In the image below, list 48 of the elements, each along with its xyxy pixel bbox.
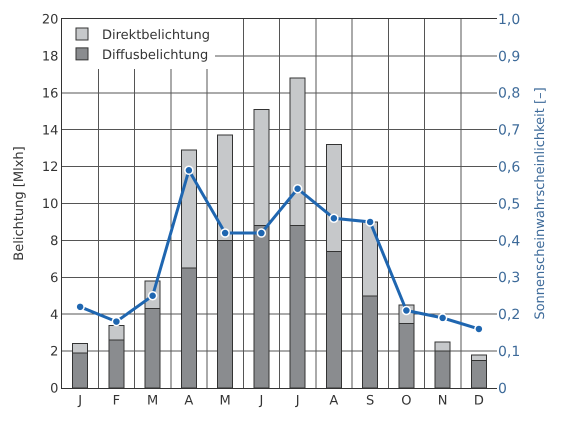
y-tick-label: 6 bbox=[50, 270, 58, 286]
x-tick-label: N bbox=[438, 394, 448, 409]
y2-axis-title: Sonnenscheinwahrscheinlichkeit [–] bbox=[532, 87, 548, 320]
legend-label: Direktbelichtung bbox=[102, 28, 210, 44]
y2-tick-label: 0,7 bbox=[498, 122, 520, 139]
x-tick-label: O bbox=[401, 394, 412, 409]
y-tick-label: 8 bbox=[50, 234, 58, 249]
y-tick-label: 4 bbox=[50, 308, 58, 323]
y2-tick-label: 0,8 bbox=[498, 86, 520, 102]
y2-tick-label: 0,6 bbox=[498, 160, 520, 176]
point bbox=[474, 324, 484, 334]
y-tick-label: 16 bbox=[42, 86, 58, 102]
x-tick-label: A bbox=[329, 394, 338, 409]
point bbox=[365, 217, 375, 227]
y-tick-label: 20 bbox=[42, 12, 58, 28]
y2-tick-label: 0,9 bbox=[498, 48, 520, 65]
y2-tick-label: 0 bbox=[498, 380, 507, 397]
y2-tick-label: 0,3 bbox=[498, 270, 520, 286]
point bbox=[256, 228, 266, 238]
y-tick-label: 10 bbox=[42, 197, 58, 212]
x-tick-label: M bbox=[147, 394, 158, 409]
x-tick-label: S bbox=[366, 394, 374, 409]
point bbox=[184, 166, 194, 176]
x-tick-label: J bbox=[77, 394, 82, 409]
x-tick-label: J bbox=[294, 394, 300, 409]
y2-tick-label: 1,0 bbox=[498, 12, 520, 28]
y-tick-label: 18 bbox=[42, 49, 58, 64]
point bbox=[220, 228, 230, 238]
point bbox=[112, 316, 122, 326]
x-tick-label: D bbox=[474, 394, 484, 409]
point bbox=[292, 184, 302, 194]
point bbox=[329, 214, 339, 224]
y2-tick-label: 0,5 bbox=[498, 196, 520, 212]
y-tick-label: 2 bbox=[50, 344, 58, 360]
point bbox=[438, 313, 448, 323]
point bbox=[75, 302, 85, 312]
y2-tick-label: 0,2 bbox=[498, 307, 520, 324]
y-tick-label: 14 bbox=[42, 123, 58, 138]
legend-label: Diffusbelichtung bbox=[102, 48, 208, 63]
y2-tick-label: 0,4 bbox=[498, 233, 520, 250]
x-tick-label: A bbox=[184, 394, 194, 409]
x-tick-label: J bbox=[258, 394, 264, 409]
y2-tick-label: 0,1 bbox=[498, 344, 520, 360]
x-tick-label: M bbox=[220, 394, 231, 409]
y-tick-label: 12 bbox=[42, 160, 58, 176]
y-axis-title: Belichtung [Mlxh] bbox=[12, 146, 27, 261]
y-tick-label: 0 bbox=[50, 382, 58, 397]
x-tick-label: F bbox=[112, 394, 120, 409]
